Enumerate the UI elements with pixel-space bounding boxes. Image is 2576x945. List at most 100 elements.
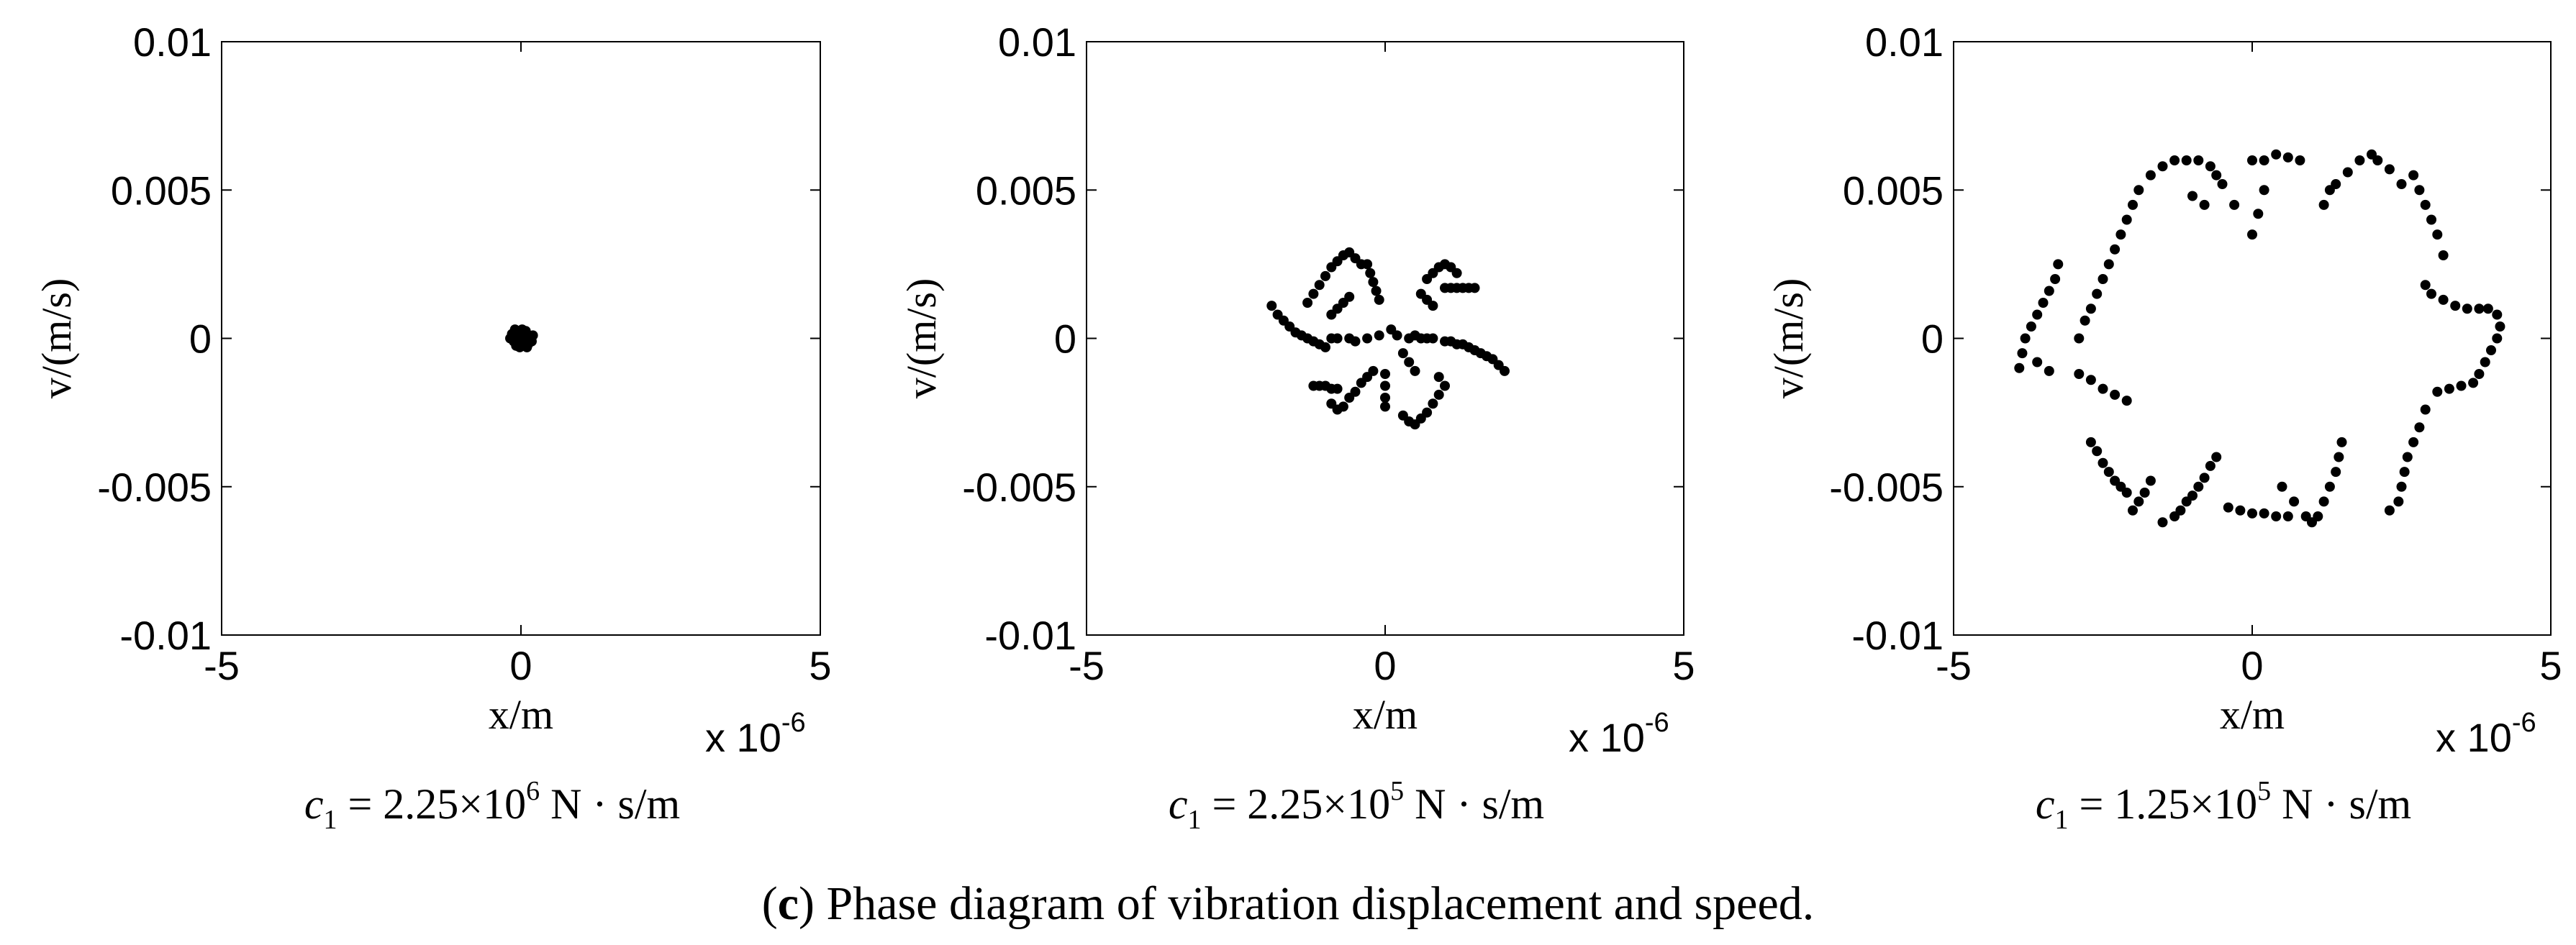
scatter-point — [2282, 511, 2293, 521]
scatter-point — [2110, 389, 2121, 400]
scatter-point — [2128, 199, 2138, 210]
scatter-point — [2223, 502, 2233, 513]
scatter-point — [2462, 303, 2472, 314]
scatter-point — [1374, 330, 1384, 341]
scatter-point — [1314, 280, 1325, 291]
x-tick-label: 5 — [1672, 643, 1695, 688]
scatter-point — [1404, 357, 1415, 368]
scatter-point — [2128, 505, 2138, 516]
scatter-point — [2444, 383, 2454, 394]
scatter-point — [1428, 398, 1438, 409]
x-tick-label: -5 — [1069, 643, 1105, 688]
figure-caption: (c) Phase diagram of vibration displacem… — [762, 877, 1815, 930]
scatter-point — [2044, 286, 2054, 296]
multiplier-exponent: -6 — [1645, 708, 1669, 738]
scatter-point — [1397, 348, 1408, 359]
caption-symbol: c — [2036, 780, 2055, 828]
scatter-panel-3: 0.01 0.005 0 -0.005 -0.01-5 0 5 x/m v/(m/s) x 10-… — [1765, 19, 2562, 835]
scatter-point — [2482, 303, 2493, 314]
scatter-point — [2110, 244, 2121, 255]
x-axis-label: x/m — [489, 691, 553, 738]
scatter-point — [2121, 396, 2132, 406]
scatter-point — [2480, 357, 2490, 368]
scatter-point — [1266, 301, 1277, 311]
scatter-point — [2017, 348, 2028, 359]
y-tick-label: -0.005 — [962, 465, 1076, 510]
x-tick-label: 0 — [1374, 643, 1396, 688]
scatter-point — [2235, 505, 2246, 516]
scatter-point — [2331, 467, 2341, 478]
scatter-point — [2097, 457, 2108, 468]
scatter-panel-1: 0.01 0.005 0 -0.005 -0.01-5 0 5 x/m v/(m/s) x 10-… — [33, 19, 832, 835]
caption-subscript: 1 — [323, 805, 337, 835]
scatter-point — [2253, 209, 2264, 219]
scatter-point — [1422, 407, 1433, 418]
figure-caption-open: ( — [762, 877, 778, 930]
scatter-point — [2492, 309, 2503, 320]
scatter-point — [2318, 199, 2329, 210]
x-axis-multiplier: x 10-6 — [705, 708, 806, 760]
caption-equation: = 2.25×10 — [337, 780, 526, 828]
scatter-point — [1422, 274, 1433, 284]
scatter-point — [1371, 286, 1382, 296]
scatter-point — [2115, 229, 2126, 240]
y-axis-label: v/(m/s) — [898, 278, 945, 399]
y-tick-label: 0 — [1054, 316, 1076, 362]
scatter-point — [1433, 389, 1444, 400]
y-tick-label: 0.01 — [1865, 19, 1944, 65]
scatter-point — [2336, 437, 2347, 447]
scatter-point — [2271, 511, 2282, 521]
scatter-point — [2420, 404, 2431, 415]
scatter-point — [2277, 481, 2287, 492]
scatter-point — [1302, 298, 1313, 308]
x-axis-multiplier: x 10-6 — [2436, 708, 2536, 760]
scatter-point — [2085, 303, 2096, 314]
scatter-point — [1428, 301, 1438, 311]
y-tick-label: -0.01 — [1851, 613, 1944, 658]
scatter-point — [2468, 378, 2479, 388]
scatter-point — [2432, 229, 2443, 240]
scatter-point — [1380, 393, 1390, 403]
y-tick-label: 0.005 — [1843, 168, 1944, 213]
y-tick-label: -0.01 — [119, 613, 212, 658]
caption-unit: N · s/m — [2271, 780, 2411, 828]
x-tick-label: -5 — [1936, 643, 1972, 688]
scatter-point — [2282, 152, 2293, 163]
scatter-point — [2354, 155, 2365, 165]
scatter-point — [2438, 294, 2449, 305]
caption-exponent: 5 — [2257, 776, 2271, 806]
y-tick-label: -0.005 — [1829, 465, 1944, 510]
x-axis-multiplier: x 10-6 — [1569, 708, 1669, 760]
caption-exponent: 6 — [526, 776, 540, 806]
scatter-point — [1392, 330, 1402, 341]
scatter-point — [2372, 155, 2383, 165]
scatter-point — [2495, 321, 2505, 332]
scatter-point — [1433, 372, 1444, 383]
scatter-point — [2121, 214, 2132, 225]
x-axis-label: x/m — [1353, 691, 1418, 738]
caption-symbol: c — [304, 780, 324, 828]
scatter-point — [1440, 380, 1450, 391]
scatter-point — [1451, 268, 1462, 278]
scatter-point — [2169, 511, 2180, 521]
scatter-point — [2053, 259, 2064, 270]
scatter-point — [2456, 380, 2467, 391]
scatter-point — [2014, 362, 2025, 373]
scatter-point — [2211, 170, 2222, 181]
scatter-point — [2247, 155, 2257, 165]
scatter-point — [2342, 167, 2353, 178]
multiplier-exponent: -6 — [2512, 708, 2536, 738]
multiplier-base: x 10 — [1569, 715, 1645, 760]
scatter-point — [2032, 357, 2043, 368]
scatter-point — [2205, 460, 2216, 471]
figure-caption-letter: c — [778, 877, 799, 930]
caption-equation: = 1.25×10 — [2068, 780, 2257, 828]
scatter-point — [1380, 380, 1390, 391]
x-tick-label: 0 — [509, 643, 532, 688]
scatter-point — [527, 330, 538, 341]
scatter-point — [2393, 496, 2404, 507]
scatter-point — [2474, 303, 2485, 314]
scatter-point — [1350, 386, 1361, 397]
x-axis-label: x/m — [2220, 691, 2285, 738]
